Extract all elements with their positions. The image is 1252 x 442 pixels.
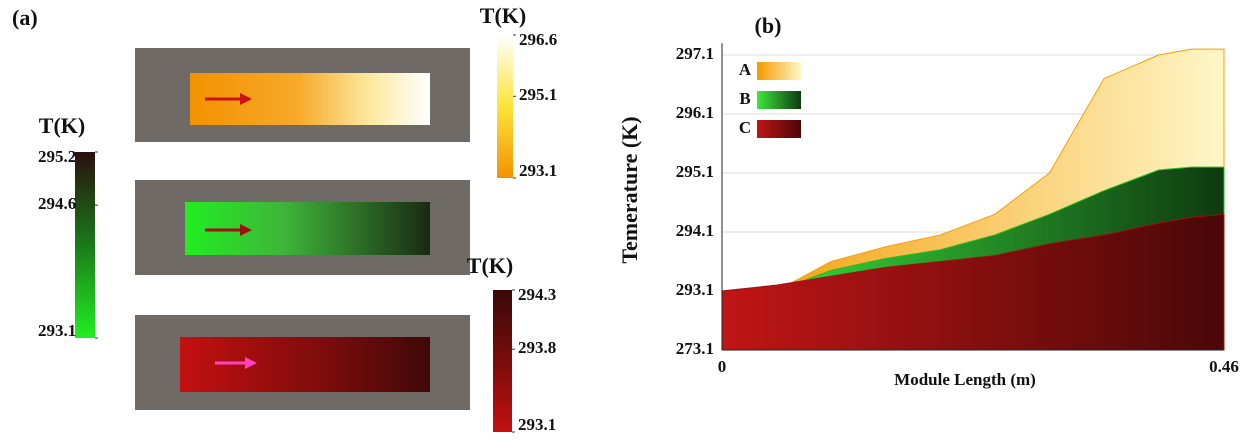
colorbar-tick-label: 293.1 bbox=[38, 321, 76, 340]
colorbar-tick-label: 293.1 bbox=[519, 161, 557, 180]
colorbar-tick-label: 296.6 bbox=[519, 30, 557, 49]
y-tick-label: 295.1 bbox=[676, 162, 714, 181]
colorbar-tick-label: 295.1 bbox=[519, 85, 557, 104]
colorbar bbox=[493, 290, 512, 432]
figure: (a) (b) 273.1 293.1 294.1 295.1 296.1 297.1 ABC… bbox=[0, 0, 1252, 442]
legend-label: C bbox=[739, 118, 751, 137]
panel-label: (b) bbox=[755, 13, 782, 38]
colorbar-tick-label: 293.1 bbox=[518, 415, 556, 434]
thermal-plate bbox=[135, 180, 470, 275]
x-tick-label: 0.46 bbox=[1209, 357, 1239, 376]
legend-swatch bbox=[757, 120, 801, 138]
colorbar-tick-label: 294.6 bbox=[38, 194, 76, 213]
y-tick-label: 297.1 bbox=[676, 44, 714, 63]
colorbar bbox=[497, 35, 513, 178]
y-tick-label: 294.1 bbox=[676, 221, 714, 240]
thermal-plate bbox=[135, 315, 470, 410]
colorbar bbox=[75, 152, 95, 338]
colorbar-title: T(K) bbox=[480, 3, 526, 28]
y-tick-label: 273.1 bbox=[676, 339, 714, 358]
y-tick-label: 296.1 bbox=[676, 103, 714, 122]
colorbar-tick-label: 294.3 bbox=[518, 285, 556, 304]
colorbar-tick-label: 295.2 bbox=[38, 147, 76, 166]
y-axis-label: Temerature (K) bbox=[617, 116, 642, 263]
legend-label: A bbox=[739, 60, 752, 79]
y-tick-label: 293.1 bbox=[676, 280, 714, 299]
legend-swatch bbox=[757, 91, 801, 109]
colorbar-title: T(K) bbox=[39, 113, 85, 138]
colorbar-title: T(K) bbox=[467, 253, 513, 278]
thermal-plate bbox=[135, 48, 470, 142]
x-tick-label: 0 bbox=[718, 357, 727, 376]
legend-swatch bbox=[757, 62, 801, 80]
colorbar-tick-label: 293.8 bbox=[518, 338, 556, 357]
x-axis-label: Module Length (m) bbox=[894, 370, 1036, 389]
legend-label: B bbox=[739, 89, 750, 108]
panel-label: (a) bbox=[12, 5, 38, 30]
